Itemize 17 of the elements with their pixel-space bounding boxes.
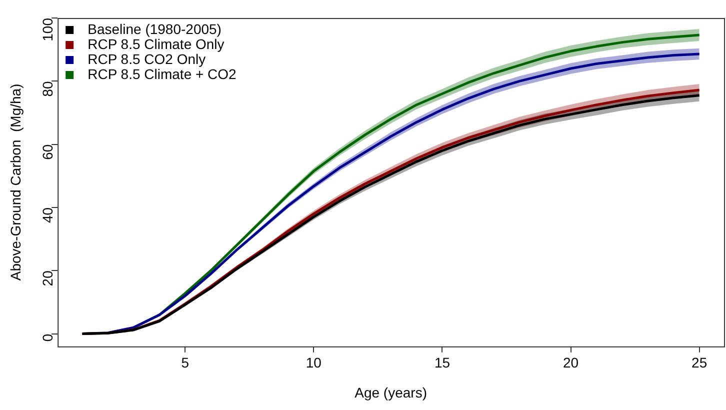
legend-label: RCP 8.5 CO2 Only bbox=[88, 50, 206, 67]
legend-label: Baseline (1980-2005) bbox=[88, 20, 222, 37]
legend-label: RCP 8.5 Climate Only bbox=[88, 36, 224, 52]
y-tick-label: 20 bbox=[39, 270, 56, 286]
y-tick-label: 0 bbox=[39, 334, 56, 342]
y-tick-label: 60 bbox=[39, 144, 56, 160]
y-tick-label: 40 bbox=[39, 207, 56, 224]
x-tick-label: 25 bbox=[692, 354, 708, 371]
y-tick-label: 80 bbox=[39, 80, 56, 97]
x-tick-label: 20 bbox=[562, 354, 579, 371]
y-axis-title: Above-Ground Carbon (Mg/ha) bbox=[7, 84, 24, 281]
legend-label: RCP 8.5 Climate + CO2 bbox=[88, 66, 237, 82]
y-tick-label: 100 bbox=[39, 18, 56, 42]
x-tick-label: 15 bbox=[434, 354, 450, 371]
x-tick-label: 5 bbox=[181, 354, 190, 371]
x-tick-label: 10 bbox=[306, 354, 322, 371]
x-axis-title: Age (years) bbox=[354, 384, 427, 400]
